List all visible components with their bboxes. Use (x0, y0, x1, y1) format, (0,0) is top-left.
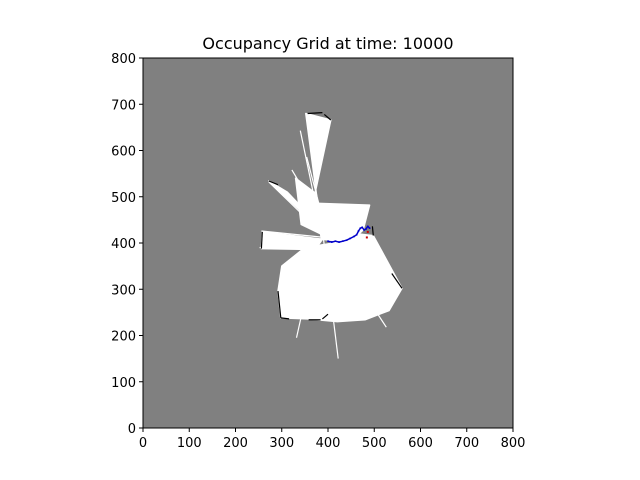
occupied-cells-layer (260, 112, 403, 321)
trajectory-point (334, 240, 337, 242)
trajectory-point (338, 241, 340, 243)
x-tick-label: 500 (362, 436, 387, 451)
trajectory-point (342, 240, 344, 242)
free-space-region (294, 112, 332, 241)
y-tick-label: 400 (111, 237, 136, 252)
occupied-boundary (371, 226, 374, 236)
free-ray (261, 230, 325, 238)
x-tick-label: 600 (408, 436, 433, 451)
y-tick-label: 500 (111, 191, 136, 206)
plot-area (142, 57, 514, 429)
x-tick-label: 400 (316, 436, 341, 451)
occupied-boundary (280, 317, 290, 320)
trajectory-point (353, 235, 355, 238)
trajectory-point (349, 237, 351, 240)
chart-title: Occupancy Grid at time: 10000 (202, 34, 453, 53)
free-ray (295, 238, 320, 338)
trajectory-point (365, 228, 367, 230)
robot-trajectory-layer (327, 225, 371, 243)
occupied-boundary (277, 291, 282, 318)
y-axis: 0 100 200 300 400 500 600 700 800 (111, 52, 143, 437)
occupied-boundary (322, 313, 329, 320)
free-ray-layer (259, 130, 387, 359)
trajectory-point (363, 229, 365, 231)
y-tick-label: 800 (111, 52, 136, 67)
y-tick-label: 0 (128, 422, 136, 437)
free-ray (294, 239, 320, 314)
y-tick-label: 100 (111, 376, 136, 391)
occupied-boundary (391, 273, 403, 289)
free-ray (291, 169, 325, 225)
free-ray (259, 237, 325, 249)
trajectory-point (355, 233, 358, 236)
free-space-region (314, 202, 371, 243)
trajectory-point (345, 239, 348, 242)
pose-marker (365, 236, 368, 239)
y-tick-label: 300 (111, 283, 136, 298)
trajectory-point (368, 227, 371, 229)
x-tick-label: 800 (501, 436, 526, 451)
occupied-boundary (260, 231, 263, 249)
unknown-space-background (143, 58, 513, 428)
trajectory-point (359, 227, 362, 229)
free-ray (306, 156, 325, 225)
x-axis: 0 100 200 300 400 500 600 700 800 (139, 428, 526, 451)
y-tick-label: 200 (111, 330, 136, 345)
trajectory-point (366, 225, 369, 228)
robot-trajectory-line (327, 225, 371, 243)
pose-marker (366, 230, 369, 233)
x-tick-label: 700 (454, 436, 479, 451)
y-tick-label: 700 (111, 98, 136, 113)
occupied-boundary (268, 180, 279, 186)
occupied-boundary (323, 113, 332, 121)
trajectory-point (357, 230, 360, 232)
occupied-boundary (307, 112, 323, 115)
free-ray (327, 238, 387, 328)
trajectory-point (361, 226, 364, 229)
pose-markers-layer (365, 230, 369, 239)
free-ray (268, 181, 327, 238)
x-tick-label: 0 (139, 436, 147, 451)
y-tick-label: 600 (111, 145, 136, 160)
free-ray (322, 238, 339, 359)
trajectory-point (327, 240, 329, 242)
trajectory-point (330, 241, 333, 243)
x-tick-label: 300 (269, 436, 294, 451)
x-tick-label: 200 (223, 436, 248, 451)
x-tick-label: 100 (177, 436, 202, 451)
